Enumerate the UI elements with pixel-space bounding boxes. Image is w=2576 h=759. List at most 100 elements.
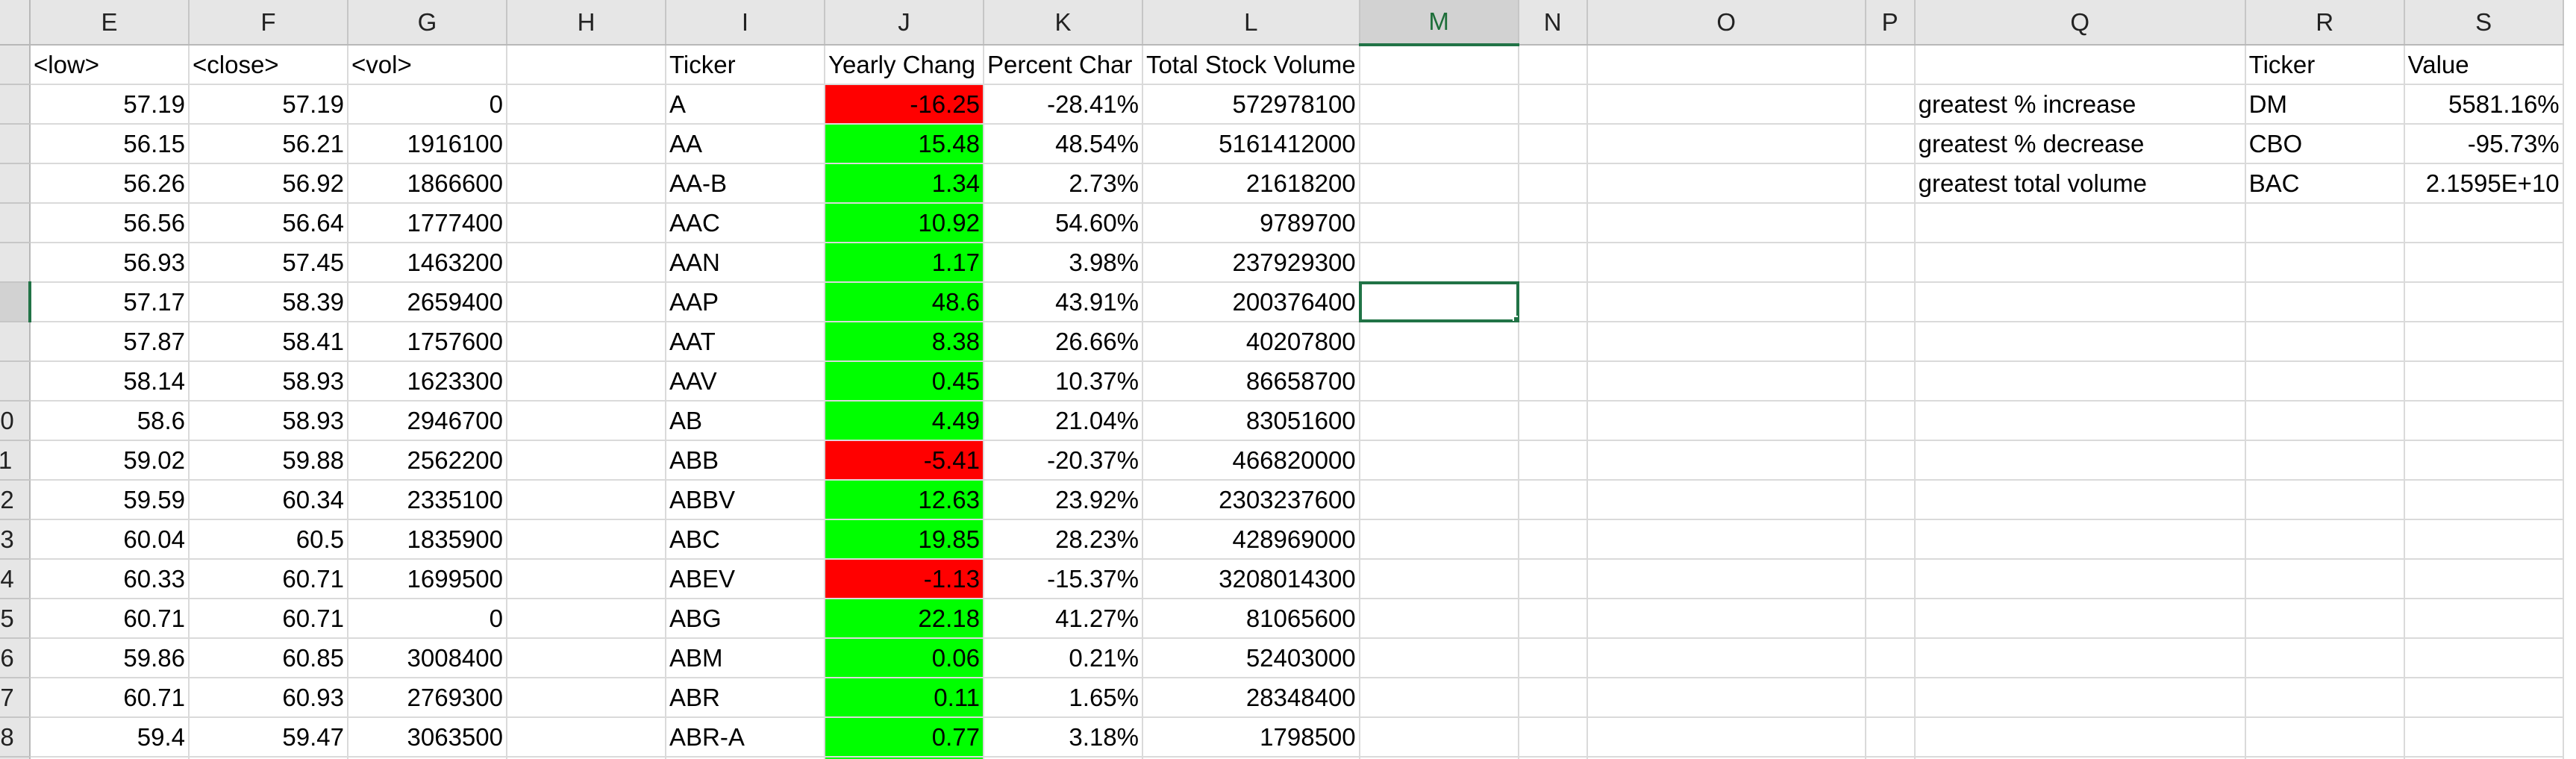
cell-f8[interactable]: 58.41 [189,322,348,362]
row-header[interactable]: 3 [0,124,31,164]
cell-f19[interactable]: 57.87 [189,757,348,759]
cell-j16[interactable]: 0.06 [825,638,984,678]
cell-g14[interactable]: 1699500 [348,559,507,599]
row-header[interactable]: 9 [0,361,31,402]
cell-l7[interactable]: 200376400 [1142,282,1360,322]
cell-i18[interactable]: ABR-A [666,717,825,758]
row-header[interactable]: 17 [0,678,31,718]
cell-e3[interactable]: 56.15 [30,124,190,164]
cell-s8[interactable] [2404,322,2564,362]
cell-g3[interactable]: 1916100 [348,124,507,164]
cell-l2[interactable]: 572978100 [1142,84,1360,125]
cell-i13[interactable]: ABC [666,519,825,560]
cell-r19[interactable] [2245,757,2405,759]
cell-g5[interactable]: 1777400 [348,203,507,243]
cell-g15[interactable]: 0 [348,599,507,639]
cell-l1[interactable]: Total Stock Volume [1142,45,1360,85]
column-header-i[interactable]: I [666,0,825,46]
cell-j3[interactable]: 15.48 [825,124,984,164]
cell-i8[interactable]: AAT [666,322,825,362]
cell-m4[interactable] [1359,163,1519,204]
cell-o2[interactable] [1586,84,1866,125]
cell-p15[interactable] [1865,599,1916,639]
cell-e13[interactable]: 60.04 [30,519,190,560]
cell-j5[interactable]: 10.92 [825,203,984,243]
cell-g7[interactable]: 2659400 [348,282,507,322]
cell-n10[interactable] [1518,401,1588,441]
row-header[interactable]: 5 [0,203,31,243]
cell-h13[interactable] [507,519,666,560]
cell-f7[interactable]: 58.39 [189,282,348,322]
cell-j11[interactable]: -5.41 [825,440,984,481]
cell-e19[interactable]: 57.71 [30,757,190,759]
cell-o11[interactable] [1586,440,1866,481]
cell-h19[interactable] [507,757,666,759]
cell-s12[interactable] [2404,480,2564,520]
cell-q12[interactable] [1914,480,2246,520]
cell-r14[interactable] [2245,559,2405,599]
cell-g2[interactable]: 0 [348,84,507,125]
cell-j18[interactable]: 0.77 [825,717,984,758]
active-cell[interactable] [1358,281,1519,322]
cell-g9[interactable]: 1623300 [348,361,507,402]
cell-n15[interactable] [1518,599,1588,639]
row-header[interactable]: 10 [0,401,31,441]
cell-q7[interactable] [1914,282,2246,322]
cell-q17[interactable] [1914,678,2246,718]
cell-p11[interactable] [1865,440,1916,481]
cell-h5[interactable] [507,203,666,243]
cell-h6[interactable] [507,243,666,283]
cell-m13[interactable] [1359,519,1519,560]
cell-m6[interactable] [1359,243,1519,283]
cell-n16[interactable] [1518,638,1588,678]
cell-k16[interactable]: 0.21% [984,638,1143,678]
cell-e15[interactable]: 60.71 [30,599,190,639]
cell-o19[interactable] [1586,757,1866,759]
cell-q6[interactable] [1914,243,2246,283]
row-header[interactable]: 8 [0,322,31,362]
cell-r8[interactable] [2245,322,2405,362]
cell-k3[interactable]: 48.54% [984,124,1143,164]
cell-g16[interactable]: 3008400 [348,638,507,678]
cell-l4[interactable]: 21618200 [1142,163,1360,204]
cell-o7[interactable] [1586,282,1866,322]
cell-o6[interactable] [1586,243,1866,283]
cell-o8[interactable] [1586,322,1866,362]
cell-h9[interactable] [507,361,666,402]
cell-m14[interactable] [1359,559,1519,599]
cell-i12[interactable]: ABBV [666,480,825,520]
cell-h16[interactable] [507,638,666,678]
cell-p19[interactable] [1865,757,1916,759]
cell-i5[interactable]: AAC [666,203,825,243]
cell-k8[interactable]: 26.66% [984,322,1143,362]
column-header-m[interactable]: M [1359,0,1519,46]
cell-j1[interactable]: Yearly Chang [825,45,984,85]
cell-r11[interactable] [2245,440,2405,481]
cell-n13[interactable] [1518,519,1588,560]
cell-f18[interactable]: 59.47 [189,717,348,758]
cell-e7[interactable]: 57.17 [30,282,190,322]
cell-g11[interactable]: 2562200 [348,440,507,481]
cell-k7[interactable]: 43.91% [984,282,1143,322]
cell-q5[interactable] [1914,203,2246,243]
cell-k15[interactable]: 41.27% [984,599,1143,639]
cell-f10[interactable]: 58.93 [189,401,348,441]
cell-m11[interactable] [1359,440,1519,481]
cell-g8[interactable]: 1757600 [348,322,507,362]
column-header-k[interactable]: K [984,0,1143,46]
column-header-g[interactable]: G [348,0,507,46]
cell-i15[interactable]: ABG [666,599,825,639]
cell-m8[interactable] [1359,322,1519,362]
row-header[interactable]: 2 [0,84,31,125]
cell-q9[interactable] [1914,361,2246,402]
fill-handle[interactable] [1512,316,1517,320]
cell-f14[interactable]: 60.71 [189,559,348,599]
cell-j12[interactable]: 12.63 [825,480,984,520]
cell-r18[interactable] [2245,717,2405,758]
cell-l13[interactable]: 428969000 [1142,519,1360,560]
cell-m18[interactable] [1359,717,1519,758]
cell-o13[interactable] [1586,519,1866,560]
cell-m3[interactable] [1359,124,1519,164]
cell-e11[interactable]: 59.02 [30,440,190,481]
cell-k1[interactable]: Percent Char [984,45,1143,85]
